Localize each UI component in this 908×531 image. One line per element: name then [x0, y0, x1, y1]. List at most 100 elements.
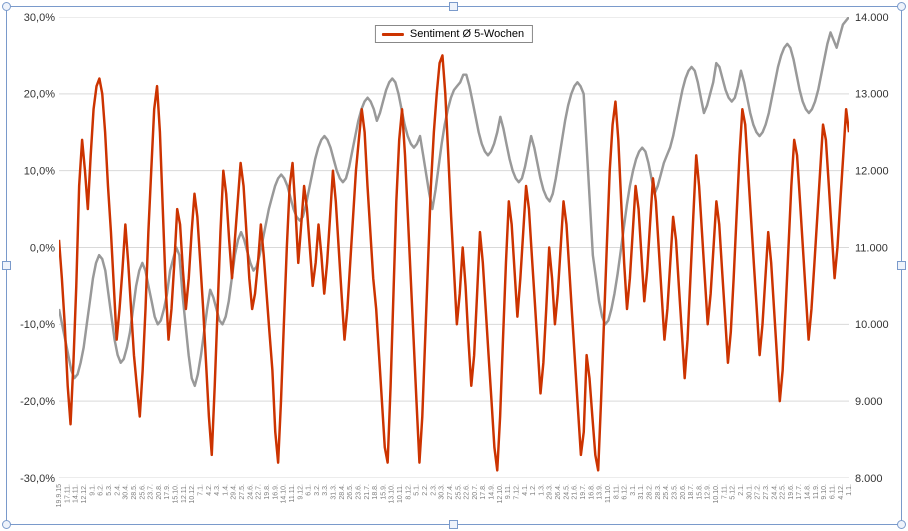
svg-text:2.3.: 2.3. [430, 484, 437, 496]
svg-text:28.3.: 28.3. [655, 484, 662, 500]
svg-text:0,0%: 0,0% [30, 242, 55, 254]
svg-text:16.8.: 16.8. [588, 484, 595, 500]
yaxis-left: -30,0%-20,0%-10,0%0,0%10,0%20,0%30,0% [11, 17, 57, 478]
selection-handle-ml[interactable] [2, 261, 11, 270]
svg-text:20.8.: 20.8. [156, 484, 163, 500]
chart-svg [59, 17, 849, 478]
svg-text:3.2.: 3.2. [314, 484, 321, 496]
svg-text:10.000: 10.000 [855, 319, 889, 331]
svg-text:4.3.: 4.3. [214, 484, 221, 496]
svg-text:4.2.: 4.2. [206, 484, 213, 496]
svg-text:9.1.: 9.1. [89, 484, 96, 496]
legend-swatch [382, 33, 404, 36]
svg-text:15.10.: 15.10. [173, 484, 180, 504]
svg-text:30.3.: 30.3. [439, 484, 446, 500]
svg-text:2.4.: 2.4. [114, 484, 121, 496]
svg-text:24.6.: 24.6. [247, 484, 254, 500]
svg-text:10.12.: 10.12. [189, 484, 196, 504]
svg-text:17.11.: 17.11. [64, 484, 71, 503]
svg-text:10,0%: 10,0% [24, 166, 55, 178]
svg-text:1.2.: 1.2. [530, 484, 537, 496]
selection-handle-mr[interactable] [897, 261, 906, 270]
selection-handle-bc[interactable] [449, 520, 458, 529]
svg-text:28.4.: 28.4. [339, 484, 346, 500]
svg-text:7.12.: 7.12. [513, 484, 520, 500]
svg-text:8.12.: 8.12. [405, 484, 412, 500]
svg-text:7.1.: 7.1. [197, 484, 204, 496]
svg-text:11.11.: 11.11. [289, 484, 296, 502]
svg-text:4.1.: 4.1. [522, 484, 529, 496]
svg-text:6.2.: 6.2. [98, 484, 105, 496]
svg-text:17.8.: 17.8. [480, 484, 487, 500]
svg-text:31.3.: 31.3. [331, 484, 338, 500]
svg-text:30.4.: 30.4. [123, 484, 130, 500]
svg-text:15.8.: 15.8. [696, 484, 703, 500]
svg-text:2.2.: 2.2. [422, 484, 429, 496]
svg-text:29.4.: 29.4. [231, 484, 238, 500]
svg-text:22.5.: 22.5. [780, 484, 787, 500]
svg-text:13.10.: 13.10. [389, 484, 396, 504]
svg-text:13.000: 13.000 [855, 89, 889, 101]
svg-text:31.1.: 31.1. [638, 484, 645, 500]
svg-text:12.12.: 12.12. [81, 484, 88, 504]
selection-handle-bl[interactable] [2, 520, 11, 529]
svg-text:23.7.: 23.7. [148, 484, 155, 500]
selection-handle-tr[interactable] [897, 2, 906, 11]
svg-text:6.1.: 6.1. [306, 484, 313, 496]
svg-text:20.6.: 20.6. [680, 484, 687, 500]
svg-text:3.1.: 3.1. [630, 484, 637, 496]
svg-text:8.000: 8.000 [855, 473, 883, 485]
svg-text:14.8.: 14.8. [805, 484, 812, 500]
svg-text:24.5.: 24.5. [563, 484, 570, 500]
svg-text:5.1.: 5.1. [414, 484, 421, 496]
chart-frame: -30,0%-20,0%-10,0%0,0%10,0%20,0%30,0% 8.… [6, 6, 902, 525]
svg-text:14.9.: 14.9. [489, 484, 496, 500]
svg-text:25.6.: 25.6. [139, 484, 146, 500]
svg-text:23.6.: 23.6. [355, 484, 362, 500]
svg-text:12.10.: 12.10. [497, 484, 504, 504]
svg-text:7.11.: 7.11. [721, 484, 728, 499]
svg-text:20.7.: 20.7. [472, 484, 479, 500]
svg-text:24.4.: 24.4. [771, 484, 778, 500]
svg-text:3.3.: 3.3. [322, 484, 329, 496]
svg-text:14.000: 14.000 [855, 12, 889, 24]
series-sentiment-5-wochen [59, 55, 849, 470]
svg-text:27.4.: 27.4. [447, 484, 454, 500]
svg-text:-30,0%: -30,0% [20, 473, 55, 485]
legend-label: Sentiment Ø 5-Wochen [410, 28, 524, 40]
svg-text:19.9.15: 19.9.15 [56, 484, 63, 507]
selection-handle-tl[interactable] [2, 2, 11, 11]
svg-text:11.10.: 11.10. [605, 484, 612, 503]
svg-text:9.10.: 9.10. [821, 484, 828, 500]
svg-text:14.10.: 14.10. [281, 484, 288, 504]
svg-text:12.9.: 12.9. [705, 484, 712, 500]
svg-text:25.4.: 25.4. [663, 484, 670, 500]
svg-text:11.000: 11.000 [855, 242, 888, 254]
svg-text:27.5.: 27.5. [239, 484, 246, 500]
series-group [59, 17, 849, 470]
svg-text:9.000: 9.000 [855, 396, 883, 408]
svg-text:21.7.: 21.7. [364, 484, 371, 500]
svg-text:13.9.: 13.9. [597, 484, 604, 500]
svg-text:25.5.: 25.5. [455, 484, 462, 500]
selection-handle-br[interactable] [897, 520, 906, 529]
xaxis: 19.9.1517.11.14.11.12.12.9.1.6.2.5.3.2.4… [59, 480, 849, 522]
svg-text:9.11.: 9.11. [505, 484, 512, 499]
svg-text:16.9.: 16.9. [272, 484, 279, 500]
svg-text:6.12.: 6.12. [622, 484, 629, 500]
svg-text:17.9.: 17.9. [164, 484, 171, 500]
svg-text:8.11.: 8.11. [613, 484, 620, 499]
yaxis-right: 8.0009.00010.00011.00012.00013.00014.000 [851, 17, 899, 478]
svg-text:19.7.: 19.7. [580, 484, 587, 500]
svg-text:30,0%: 30,0% [24, 12, 55, 24]
svg-text:28.2.: 28.2. [647, 484, 654, 500]
selection-handle-tc[interactable] [449, 2, 458, 11]
svg-text:19.6.: 19.6. [788, 484, 795, 500]
svg-text:23.5.: 23.5. [671, 484, 678, 500]
svg-text:15.9.: 15.9. [380, 484, 387, 500]
svg-text:26.4.: 26.4. [555, 484, 562, 500]
svg-text:27.2.: 27.2. [755, 484, 762, 500]
svg-text:20,0%: 20,0% [24, 89, 55, 101]
svg-text:22.7.: 22.7. [256, 484, 263, 500]
svg-text:5.3.: 5.3. [106, 484, 113, 496]
